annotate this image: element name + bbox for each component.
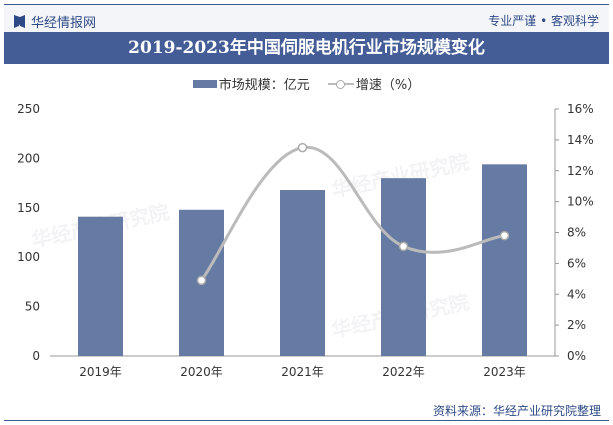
x-tick-label: 2019年 <box>79 365 122 379</box>
y-left-tick-label: 100 <box>17 250 40 264</box>
y-right-tick-label: 12% <box>567 164 594 178</box>
bar <box>381 178 426 356</box>
legend-line-swatch <box>327 78 354 90</box>
legend-bar-label: 市场规模：亿元 <box>218 78 310 93</box>
source-note: 资料来源：华经产业研究院整理 <box>432 404 601 418</box>
y-right-tick-label: 16% <box>567 102 594 116</box>
y-right-tick-label: 14% <box>567 133 594 147</box>
slogan: 专业严谨 • 客观科学 <box>488 14 599 28</box>
header-bar <box>4 5 609 32</box>
legend-line-label: 增速（%） <box>355 78 421 93</box>
brand-name: 华经情报网 <box>31 16 97 31</box>
x-tick-label: 2021年 <box>281 365 324 379</box>
growth-point <box>398 241 409 252</box>
growth-point <box>297 142 308 153</box>
bar <box>78 216 123 356</box>
y-left-tick-label: 50 <box>25 300 40 314</box>
x-tick-label: 2023年 <box>483 365 526 379</box>
bottom-rule <box>4 420 609 421</box>
brand-logo[interactable]: 华经情报网 <box>14 12 96 31</box>
y-right-tick-label: 2% <box>567 318 586 332</box>
y-left-tick-label: 0 <box>32 349 40 363</box>
bar <box>482 164 527 356</box>
x-tick-label: 2020年 <box>180 365 223 379</box>
legend-bar-swatch <box>192 79 217 88</box>
bar <box>280 190 325 356</box>
top-rule <box>4 4 609 5</box>
y-right-tick-label: 6% <box>567 256 586 270</box>
y-right-tick-label: 8% <box>567 226 586 240</box>
y-left-tick-label: 150 <box>17 201 40 215</box>
legend: 市场规模：亿元 增速（%） <box>0 74 613 93</box>
y-right-tick-label: 0% <box>567 349 586 363</box>
chart-title: 2019-2023年中国伺服电机行业市场规模变化 <box>4 32 609 64</box>
x-tick-label: 2022年 <box>382 365 425 379</box>
y-right-tick-label: 10% <box>567 195 594 209</box>
y-left-tick-label: 250 <box>17 102 40 116</box>
growth-point <box>196 275 207 286</box>
growth-point <box>499 230 510 241</box>
y-left-tick-label: 200 <box>17 151 40 165</box>
logo-icon <box>14 15 25 28</box>
y-right-tick-label: 4% <box>567 287 586 301</box>
growth-line <box>200 146 505 282</box>
